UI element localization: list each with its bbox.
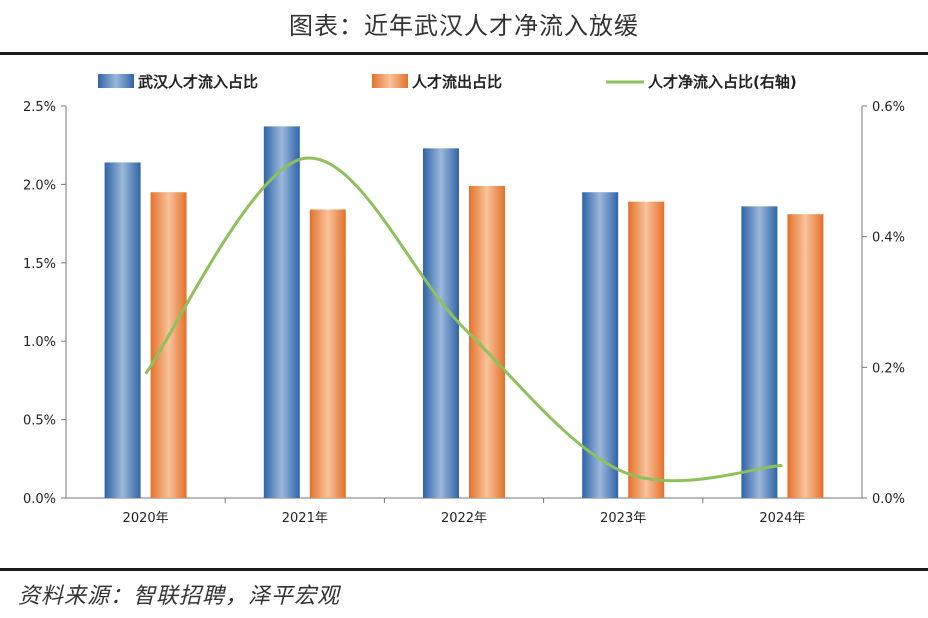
plot-area: 0.0% 0.5% 1.0% 1.5% 2.0% 2.5% 0.0% 0.2% 0.4% 0.6%… <box>23 100 905 526</box>
left-tick-label: 1.5% <box>23 257 56 272</box>
right-tick-label: 0.0% <box>872 492 905 507</box>
bar-outflow <box>628 201 665 498</box>
bar-outflow <box>150 192 187 499</box>
legend-swatch-inflow <box>98 74 134 88</box>
legend-label-net: 人才净流入占比(右轴) <box>648 73 797 91</box>
left-tick-label: 2.0% <box>23 178 56 193</box>
x-tick-label: 2020年 <box>123 511 169 526</box>
right-tick-label: 0.6% <box>872 100 905 115</box>
left-tick-label: 2.5% <box>23 100 56 115</box>
bar-inflow <box>741 206 778 499</box>
right-tick-label: 0.2% <box>872 361 905 376</box>
left-tick-label: 1.0% <box>23 335 56 350</box>
bar-inflow <box>263 126 300 498</box>
bar-outflow <box>309 209 346 498</box>
bar-inflow <box>423 148 459 498</box>
bar-inflow <box>104 162 141 498</box>
legend-swatch-outflow <box>372 74 408 88</box>
x-tick-label: 2022年 <box>441 511 487 526</box>
bottom-rule <box>0 568 928 571</box>
legend-label-inflow: 武汉人才流入占比 <box>138 73 258 91</box>
right-tick-label: 0.4% <box>872 231 905 246</box>
bar-inflow <box>582 192 619 499</box>
x-tick-label: 2023年 <box>600 511 646 526</box>
left-tick-label: 0.5% <box>23 414 56 429</box>
top-rule <box>0 52 928 55</box>
x-tick-label: 2024年 <box>759 511 805 526</box>
chart: 武汉人才流入占比 人才流出占比 人才净流入占比(右轴) 0.0% 0.5% 1.0% 1.… <box>23 73 905 526</box>
left-tick-label: 0.0% <box>23 492 56 507</box>
net-inflow-line <box>144 156 783 483</box>
legend: 武汉人才流入占比 人才流出占比 人才净流入占比(右轴) <box>98 73 797 91</box>
page-title: 图表：近年武汉人才净流入放缓 <box>289 12 639 40</box>
source-note: 资料来源：智联招聘，泽平宏观 <box>18 584 341 609</box>
legend-label-outflow: 人才流出占比 <box>412 73 502 91</box>
bar-outflow <box>787 214 824 498</box>
bar-outflow <box>469 185 505 498</box>
x-tick-label: 2021年 <box>282 511 328 526</box>
